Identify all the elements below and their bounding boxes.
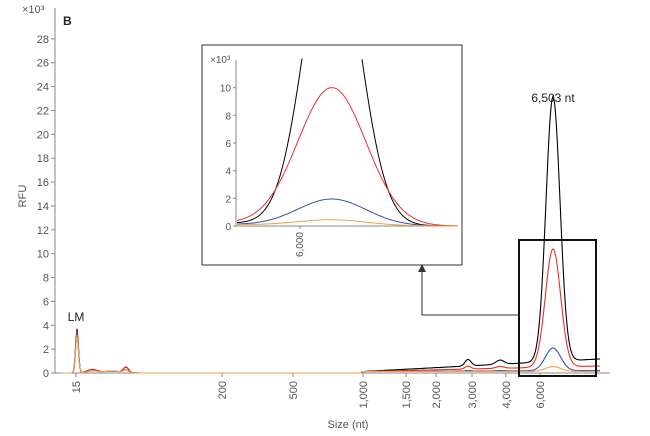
x-tick-label: 1,500: [401, 381, 413, 409]
inset-trace-line-3: [237, 219, 458, 227]
inset-y-tick-label: 2: [225, 194, 231, 205]
inset-y-tick-label: 0: [225, 222, 231, 233]
y-tick-label: 18: [37, 153, 49, 165]
inset-y-tick-label: 10: [220, 84, 232, 95]
zoom-box: [518, 239, 597, 377]
trace-line-3: [61, 334, 600, 374]
inset-y-tick-label: 4: [225, 167, 231, 178]
y-tick-label: 26: [37, 58, 49, 70]
y-multiplier: ×10³: [22, 4, 45, 16]
inset-frame: [201, 44, 463, 266]
x-tick-label: 2,000: [431, 381, 443, 409]
inset-y-tick-label: 6: [225, 139, 231, 150]
x-tick-label: 1,000: [358, 381, 370, 409]
y-tick-label: 8: [43, 273, 49, 285]
inset-trace-line-2: [237, 198, 458, 227]
x-tick-label: 3,000: [467, 381, 479, 409]
y-tick-label: 6: [43, 296, 49, 308]
y-tick-label: 12: [37, 225, 49, 237]
zoom-connector: [421, 270, 519, 316]
annotation-lm: LM: [68, 310, 85, 324]
annotation-peak: 6,503 nt: [531, 91, 575, 105]
main-traces: [61, 94, 601, 374]
inset-x-tick-label: 6,000: [295, 232, 306, 257]
y-tick-label: 16: [37, 177, 49, 189]
y-tick-label: 14: [37, 201, 49, 213]
inset-chart: ×10³ 0 2 4 6 8 10 6,000: [201, 44, 463, 266]
inset-trace-line-1: [236, 87, 459, 227]
x-tick-label: 6,000: [535, 381, 547, 409]
x-tick-label: 500: [288, 381, 300, 399]
y-tick-label: 22: [37, 105, 49, 117]
x-tick-label: 15: [71, 381, 83, 393]
y-tick-label: 20: [37, 129, 49, 141]
x-tick-label: 4,000: [501, 381, 513, 409]
panel-label: B: [63, 14, 72, 28]
y-axis-title: RFU: [17, 185, 29, 208]
y-tick-label: 0: [43, 368, 49, 380]
connector-arrowhead: [418, 264, 426, 272]
inset-trace-line-0a: [236, 58, 303, 224]
y-tick-label: 24: [37, 82, 49, 94]
annotations: LM 6,503 nt: [68, 91, 597, 377]
y-tick-label: 28: [37, 34, 49, 46]
x-axis-title: Size (nt): [328, 419, 369, 431]
x-tick-label: 200: [217, 381, 229, 399]
inset-y-tick-label: 8: [225, 111, 231, 122]
y-tick-label: 10: [37, 249, 49, 261]
inset-y-multiplier: ×10³: [210, 55, 231, 66]
y-tick-label: 2: [43, 344, 49, 356]
y-tick-label: 4: [43, 320, 49, 332]
